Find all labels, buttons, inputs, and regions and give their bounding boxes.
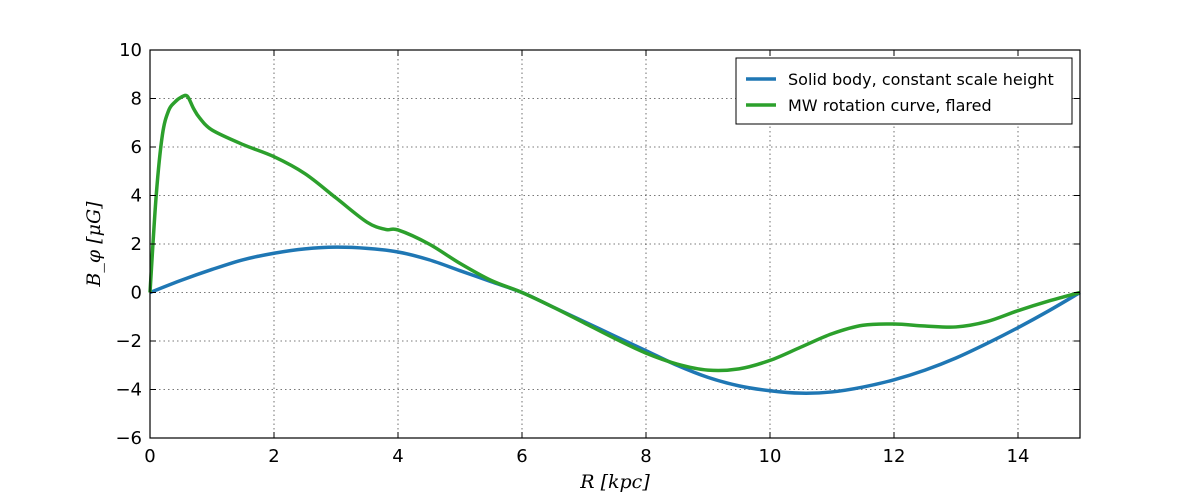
x-tick-label: 0 xyxy=(144,446,155,467)
y-axis-label: B_φ [μG] xyxy=(83,201,105,288)
legend: Solid body, constant scale height MW rota… xyxy=(735,57,1073,125)
legend-label-2: MW rotation curve, flared xyxy=(788,96,992,115)
x-tick-label: 2 xyxy=(268,446,279,467)
x-axis-label: R [kpc] xyxy=(579,471,650,493)
series-line-1 xyxy=(149,245,1081,395)
series-line-2 xyxy=(148,93,1081,373)
x-tick-label: 8 xyxy=(640,446,651,467)
series-layer xyxy=(148,93,1081,395)
x-tick-label: 14 xyxy=(1007,446,1030,467)
y-tick-label: 8 xyxy=(131,89,142,110)
x-tick-label: 12 xyxy=(883,446,906,467)
x-tick-label: 4 xyxy=(392,446,403,467)
x-tick-label: 10 xyxy=(759,446,782,467)
ticks: 0 2 4 6 8 10 12 14 −6 −4 −2 0 2 4 6 8 10 xyxy=(115,40,1080,467)
y-tick-label: 4 xyxy=(131,186,142,207)
y-tick-label: −6 xyxy=(115,428,142,449)
y-tick-label: 6 xyxy=(131,137,142,158)
y-tick-label: 0 xyxy=(131,283,142,304)
y-tick-label: −4 xyxy=(115,380,142,401)
legend-label-1: Solid body, constant scale height xyxy=(788,70,1054,89)
y-tick-label: 10 xyxy=(119,40,142,61)
y-tick-label: 2 xyxy=(131,234,142,255)
x-tick-label: 6 xyxy=(516,446,527,467)
legend-box xyxy=(735,57,1073,125)
y-tick-label: −2 xyxy=(115,331,142,352)
